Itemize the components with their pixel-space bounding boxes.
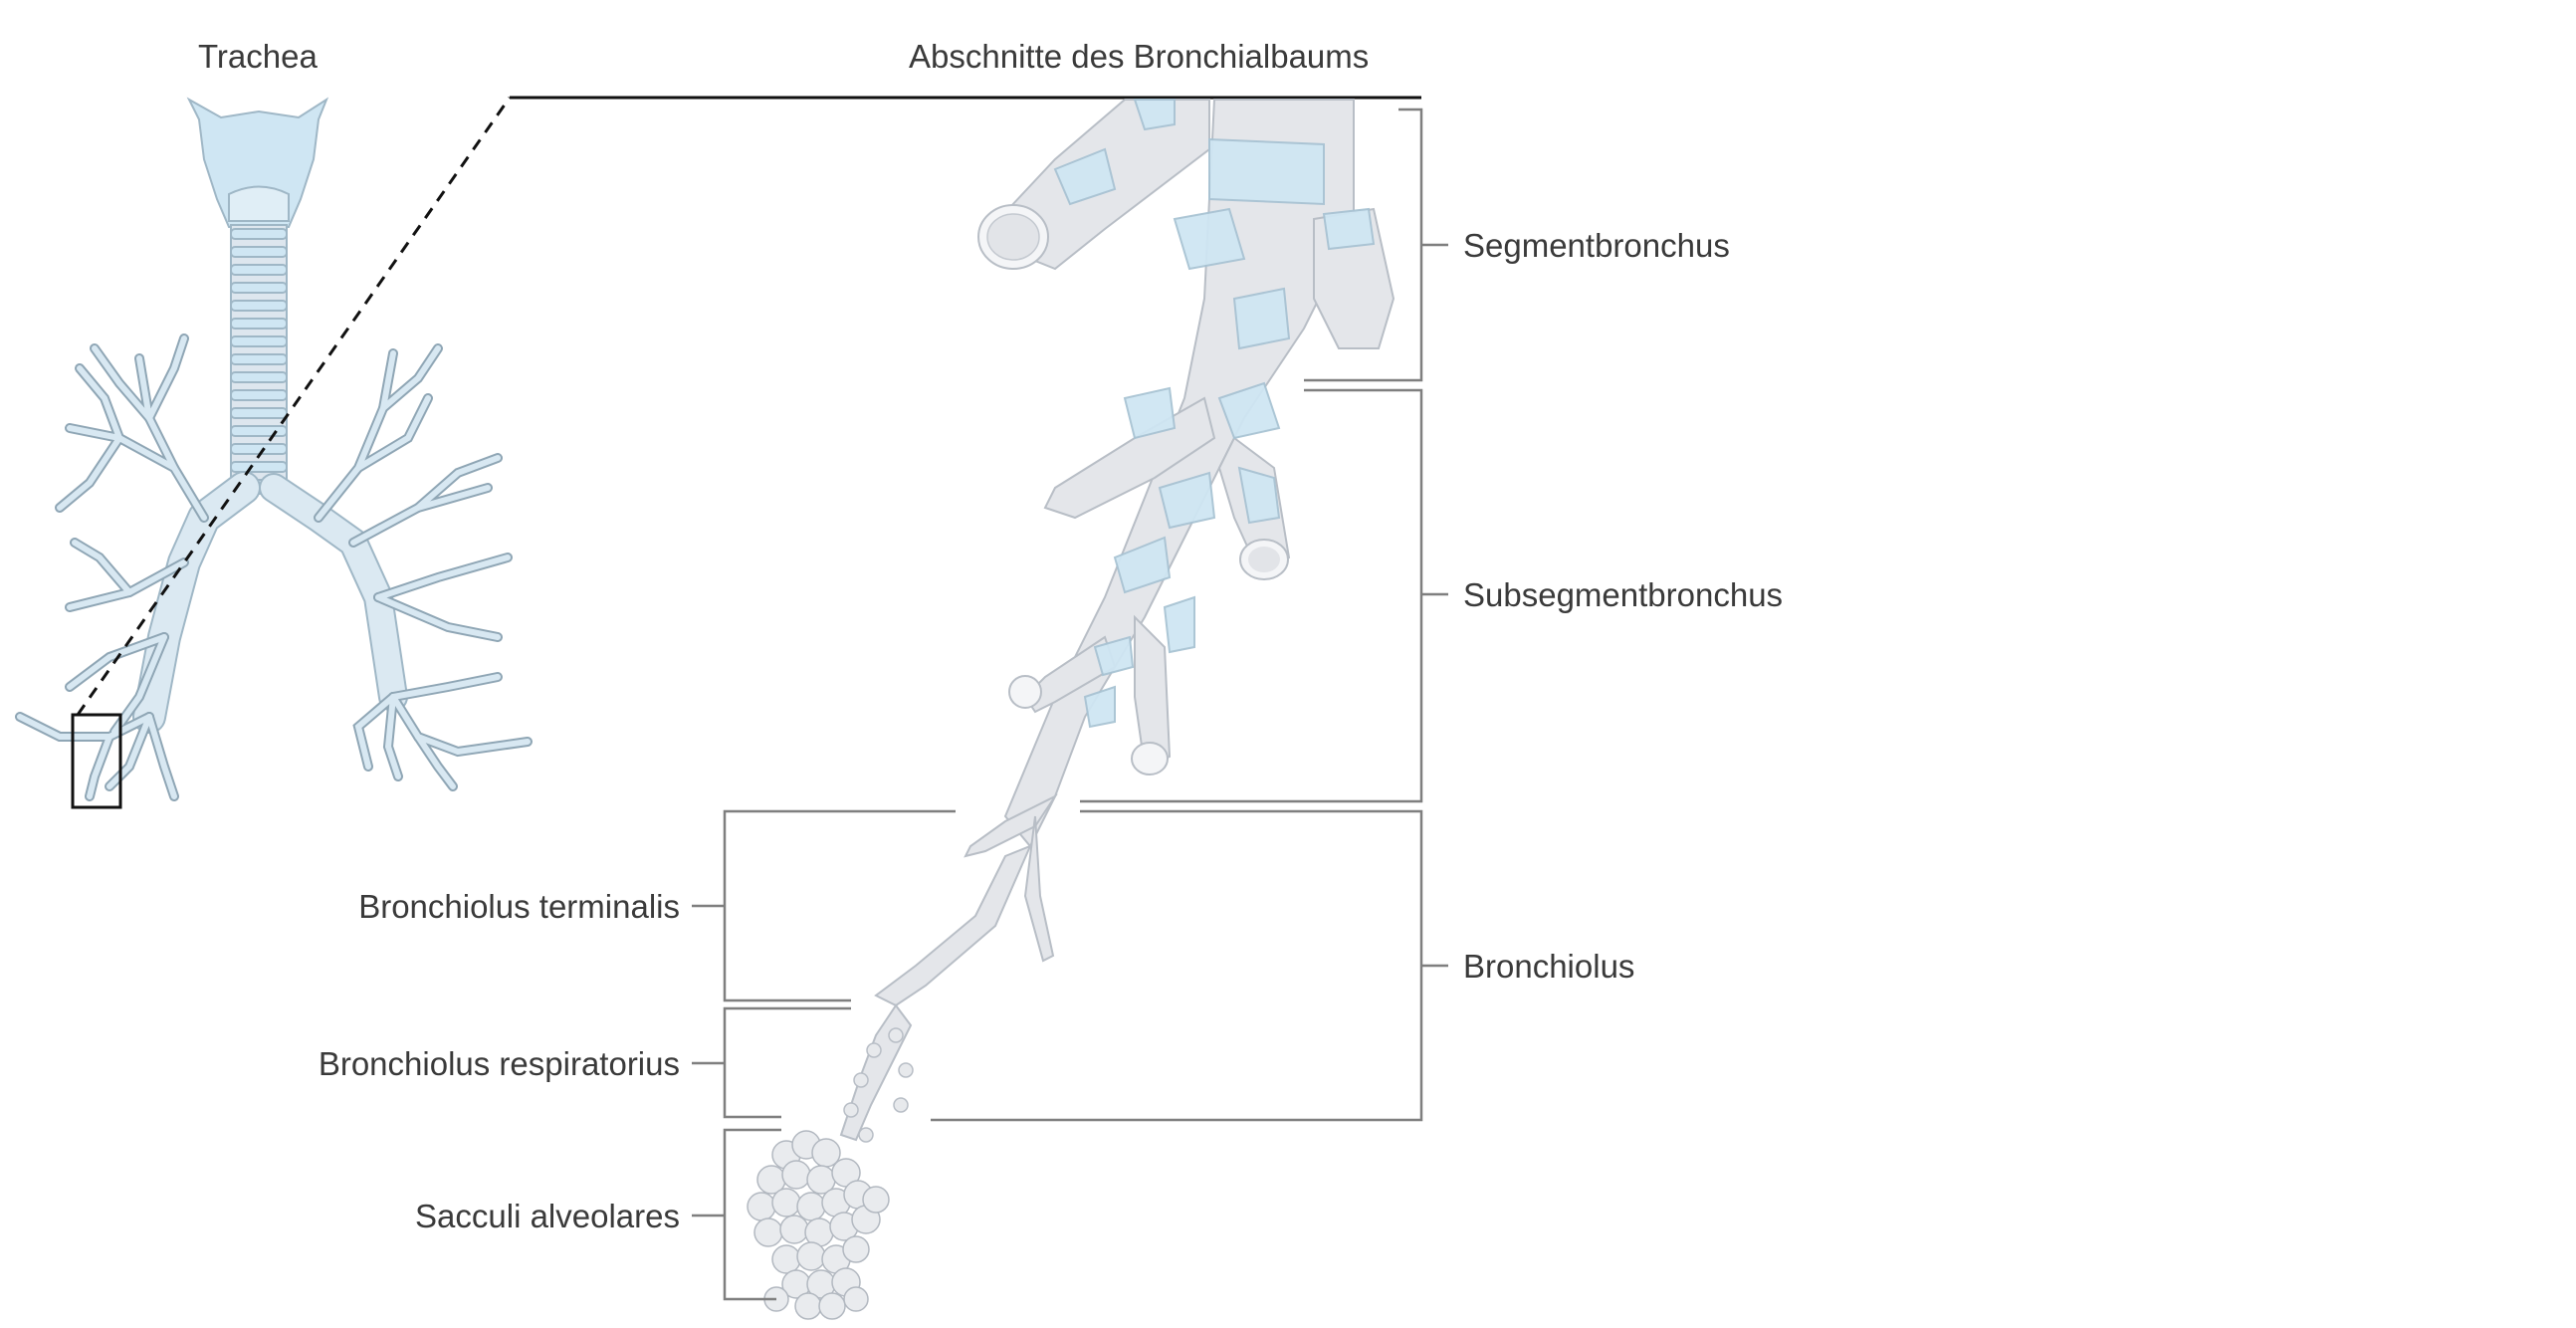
bronchiolus-respiratorius-label: Bronchiolus respiratorius bbox=[318, 1045, 680, 1082]
bracket-bronchiolus-respiratorius bbox=[723, 1006, 851, 1119]
left-brackets bbox=[692, 809, 956, 1301]
larynx bbox=[186, 97, 329, 228]
enlarged-bronchus bbox=[747, 99, 1395, 1320]
zoom-region-box bbox=[71, 713, 122, 809]
subsegmentbronchus-label: Subsegmentbronchus bbox=[1463, 576, 1784, 613]
zoom-connector-line bbox=[76, 97, 512, 716]
bronchiolus-terminalis-label: Bronchiolus terminalis bbox=[358, 888, 680, 925]
trachea-overview bbox=[15, 97, 533, 809]
bronchiolus-label: Bronchiolus bbox=[1463, 948, 1635, 985]
alveolar-sacs bbox=[747, 1130, 890, 1320]
sacculi-alveolares-label: Sacculi alveolares bbox=[415, 1198, 680, 1234]
header-label: Abschnitte des Bronchialbaums bbox=[909, 38, 1370, 75]
trachea-label: Trachea bbox=[198, 38, 318, 75]
right-brackets bbox=[931, 108, 1448, 1122]
segmentbronchus-label: Segmentbronchus bbox=[1463, 227, 1730, 264]
tracheal-rings bbox=[230, 228, 288, 491]
bracket-subsegmentbronchus bbox=[1080, 388, 1423, 803]
cartilage-plates bbox=[1053, 99, 1376, 729]
